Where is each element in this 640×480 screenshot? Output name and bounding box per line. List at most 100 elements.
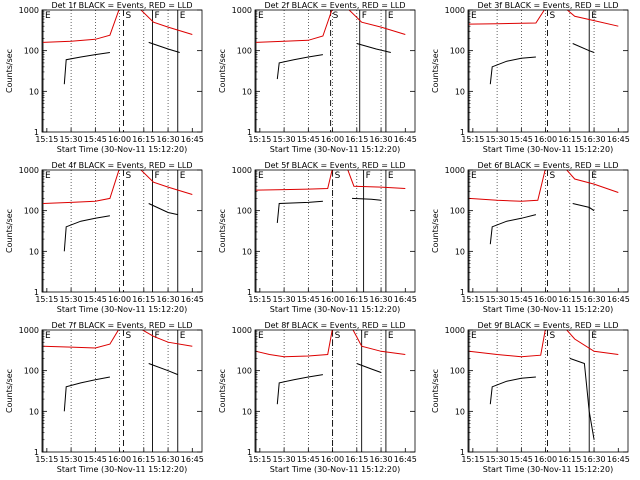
x-tick-label: 15:15 [248, 135, 271, 144]
x-tick-label: 15:30 [273, 455, 296, 464]
events-series-0 [63, 376, 110, 412]
x-tick-label: 16:30 [583, 455, 606, 464]
x-tick-label: 16:15 [558, 295, 581, 304]
plot-frame [41, 169, 203, 293]
x-tick-label: 16:45 [181, 455, 204, 464]
y-tick-label: 100 [450, 47, 465, 56]
marker-label-f: F [364, 331, 369, 341]
x-tick-label: 16:30 [157, 455, 180, 464]
events-series-0 [489, 376, 536, 405]
x-tick-label: 15:45 [297, 135, 320, 144]
x-tick-label: 16:00 [108, 455, 131, 464]
marker-label-e: E [471, 11, 477, 21]
events-series-2 [148, 203, 178, 216]
marker-label-s: S [125, 11, 131, 21]
marker-label-e: E [471, 331, 477, 341]
marker-label-s: S [335, 331, 341, 341]
plot-frame [467, 169, 629, 293]
lld-series-1 [468, 10, 619, 27]
plot-frame [467, 9, 629, 133]
x-axis-label: Start Time (30-Nov-11 15:12:20) [57, 465, 187, 474]
marker-label-e: E [388, 11, 394, 21]
x-tick-label: 15:30 [486, 455, 509, 464]
x-tick-label: 16:30 [157, 135, 180, 144]
series-group [255, 330, 406, 405]
x-tick-label: 16:45 [394, 295, 417, 304]
x-tick-label: 16:00 [321, 135, 344, 144]
y-tick-label: 10 [242, 247, 252, 256]
x-tick-label: 16:45 [607, 135, 630, 144]
y-tick-label: 100 [24, 367, 39, 376]
marker-label-e: E [45, 171, 51, 181]
marker-label-e: E [258, 171, 264, 181]
y-tick-label: 100 [237, 367, 252, 376]
y-axis-label: Counts/sec [218, 369, 227, 413]
y-tick-label: 10 [29, 87, 39, 96]
x-tick-label: 15:30 [60, 295, 83, 304]
events-series-2 [148, 363, 178, 376]
marker-label-s: S [125, 171, 131, 181]
chart-title: Det 6f BLACK = Events, RED = LLD [477, 161, 618, 170]
y-tick-label: 100 [24, 47, 39, 56]
marker-label-s: S [335, 171, 341, 181]
marker-label-s: S [333, 11, 339, 21]
x-tick-label: 15:45 [297, 455, 320, 464]
y-axis-label: Counts/sec [5, 49, 14, 93]
x-axis-label: Start Time (30-Nov-11 15:12:20) [270, 305, 400, 314]
y-axis-label: Counts/sec [5, 369, 14, 413]
x-tick-label: 16:15 [345, 455, 368, 464]
events-series-2 [572, 43, 595, 53]
marker-label-s: S [125, 331, 131, 341]
chart-title: Det 5f BLACK = Events, RED = LLD [264, 161, 405, 170]
y-tick-label: 1 [247, 128, 252, 137]
x-axis-label: Start Time (30-Nov-11 15:12:20) [270, 145, 400, 154]
marker-label-e: E [591, 331, 597, 341]
marker-label-s: S [550, 11, 556, 21]
y-tick-label: 1 [34, 288, 39, 297]
x-tick-label: 16:45 [394, 135, 417, 144]
events-series-0 [276, 54, 323, 80]
plot-frame [254, 329, 416, 453]
x-tick-label: 16:00 [108, 295, 131, 304]
x-tick-label: 15:30 [273, 295, 296, 304]
marker-label-f: F [362, 11, 367, 21]
lld-series-1 [42, 10, 193, 43]
y-tick-label: 100 [237, 47, 252, 56]
x-axis-label: Start Time (30-Nov-11 15:12:20) [57, 305, 187, 314]
events-series-2 [356, 43, 391, 53]
y-tick-label: 10 [455, 87, 465, 96]
chart-title: Det 3f BLACK = Events, RED = LLD [477, 1, 618, 10]
x-tick-label: 16:15 [132, 135, 155, 144]
y-tick-label: 1 [247, 448, 252, 457]
x-tick-label: 16:45 [181, 135, 204, 144]
x-tick-label: 16:00 [534, 295, 557, 304]
y-tick-label: 1 [460, 288, 465, 297]
x-tick-label: 16:15 [132, 455, 155, 464]
y-tick-label: 1000 [232, 166, 252, 175]
x-tick-label: 15:15 [461, 135, 484, 144]
x-tick-label: 16:15 [345, 135, 368, 144]
y-axis-label: Counts/sec [431, 49, 440, 93]
x-tick-label: 16:00 [534, 135, 557, 144]
x-axis-label: Start Time (30-Nov-11 15:12:20) [270, 465, 400, 474]
marker-label-f: F [155, 331, 160, 341]
marker-label-e: E [45, 11, 51, 21]
chart-title: Det 8f BLACK = Events, RED = LLD [264, 321, 405, 330]
y-tick-label: 1 [34, 448, 39, 457]
x-tick-label: 15:15 [248, 295, 271, 304]
y-tick-label: 1000 [19, 326, 39, 335]
lld-series-1 [255, 330, 406, 358]
marker-label-e: E [180, 171, 186, 181]
series-group [42, 170, 193, 252]
x-tick-label: 15:45 [510, 455, 533, 464]
events-series-0 [63, 52, 110, 85]
x-tick-label: 16:30 [583, 135, 606, 144]
chart-title: Det 2f BLACK = Events, RED = LLD [264, 1, 405, 10]
y-tick-label: 100 [450, 367, 465, 376]
